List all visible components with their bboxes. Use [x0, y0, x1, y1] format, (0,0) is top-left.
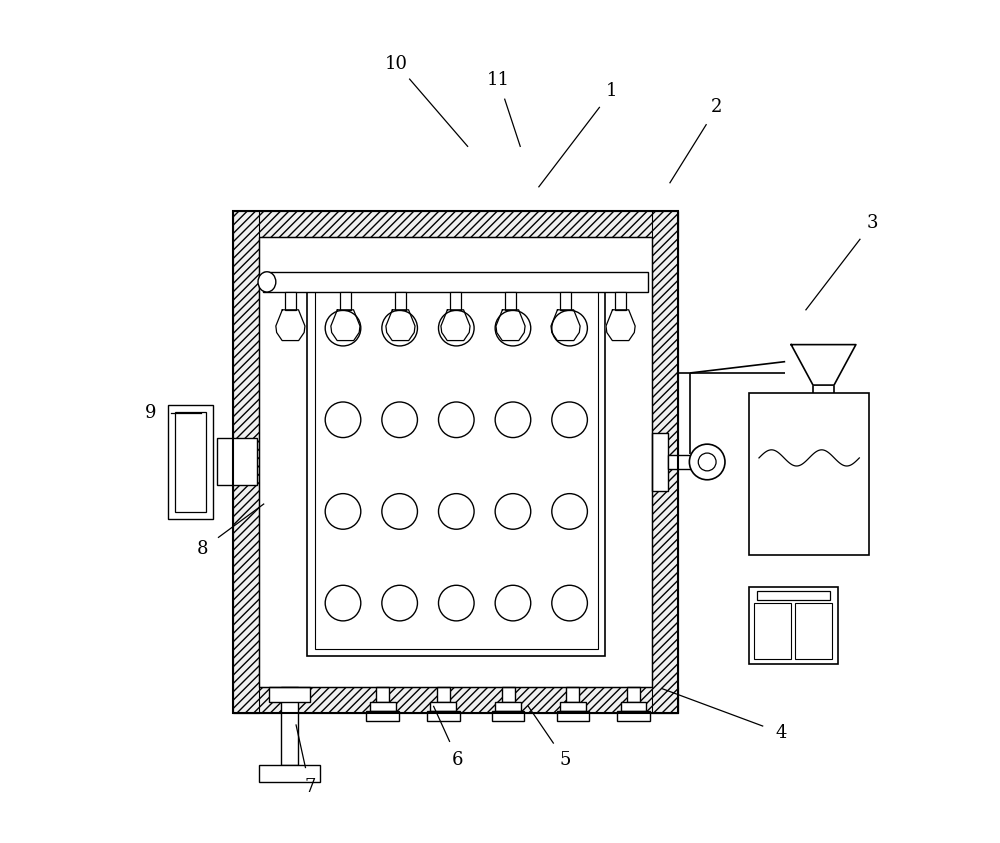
Text: 9: 9 — [145, 405, 156, 422]
Bar — [492, 711, 524, 721]
Circle shape — [438, 494, 474, 529]
Bar — [233, 211, 259, 713]
Ellipse shape — [258, 271, 276, 292]
Circle shape — [495, 494, 531, 529]
Text: 5: 5 — [559, 751, 570, 769]
Bar — [259, 237, 652, 687]
Circle shape — [382, 585, 417, 621]
Text: 10: 10 — [385, 55, 408, 72]
Polygon shape — [496, 310, 525, 341]
Circle shape — [382, 402, 417, 438]
Bar — [450, 292, 461, 310]
Bar — [427, 711, 460, 721]
Bar — [749, 588, 838, 664]
Bar — [430, 701, 456, 711]
Polygon shape — [386, 310, 415, 341]
Circle shape — [689, 444, 725, 480]
Bar — [668, 454, 691, 470]
Circle shape — [325, 310, 361, 346]
Bar — [263, 271, 648, 292]
Bar — [395, 292, 406, 310]
Polygon shape — [551, 310, 580, 341]
Circle shape — [552, 494, 587, 529]
Circle shape — [438, 402, 474, 438]
Circle shape — [438, 310, 474, 346]
Bar — [621, 701, 646, 711]
Polygon shape — [331, 310, 360, 341]
Text: 3: 3 — [867, 214, 878, 232]
Circle shape — [698, 453, 716, 471]
Bar — [652, 211, 678, 713]
Text: 6: 6 — [452, 751, 464, 769]
Bar — [560, 701, 586, 711]
Bar — [502, 687, 515, 701]
Polygon shape — [606, 310, 635, 341]
Bar — [376, 687, 389, 701]
Bar — [754, 603, 791, 659]
Circle shape — [495, 402, 531, 438]
Circle shape — [495, 585, 531, 621]
Circle shape — [325, 402, 361, 438]
Text: 1: 1 — [606, 83, 617, 100]
Text: 4: 4 — [776, 724, 787, 742]
Circle shape — [552, 585, 587, 621]
Bar — [269, 687, 310, 701]
Circle shape — [438, 585, 474, 621]
Text: 8: 8 — [196, 540, 208, 558]
Circle shape — [382, 494, 417, 529]
Text: 11: 11 — [487, 71, 510, 89]
Bar — [168, 405, 213, 518]
Bar — [795, 603, 832, 659]
Bar — [233, 211, 678, 237]
Circle shape — [325, 585, 361, 621]
Polygon shape — [791, 345, 856, 385]
Text: 2: 2 — [711, 99, 723, 116]
Bar — [560, 292, 571, 310]
Bar — [757, 592, 830, 599]
Bar — [495, 701, 521, 711]
Bar — [437, 687, 450, 701]
Text: 7: 7 — [304, 778, 316, 797]
Bar — [617, 711, 650, 721]
Bar — [505, 292, 516, 310]
Bar — [259, 765, 320, 781]
Bar — [749, 393, 869, 555]
Circle shape — [495, 310, 531, 346]
Polygon shape — [276, 310, 305, 341]
Bar — [175, 411, 206, 513]
Circle shape — [325, 494, 361, 529]
Bar — [627, 687, 640, 701]
Bar — [566, 687, 579, 701]
Bar — [370, 701, 396, 711]
Bar — [366, 711, 399, 721]
Circle shape — [382, 310, 417, 346]
Bar — [217, 438, 257, 486]
Bar — [340, 292, 351, 310]
Circle shape — [552, 402, 587, 438]
Bar — [652, 432, 668, 491]
Bar — [233, 211, 678, 713]
Bar — [315, 282, 598, 649]
Bar — [233, 687, 678, 713]
Polygon shape — [441, 310, 470, 341]
Bar — [307, 275, 605, 656]
Bar — [281, 687, 298, 765]
Bar — [557, 711, 589, 721]
Bar — [615, 292, 626, 310]
Bar — [233, 211, 678, 713]
Bar — [285, 292, 296, 310]
Circle shape — [552, 310, 587, 346]
